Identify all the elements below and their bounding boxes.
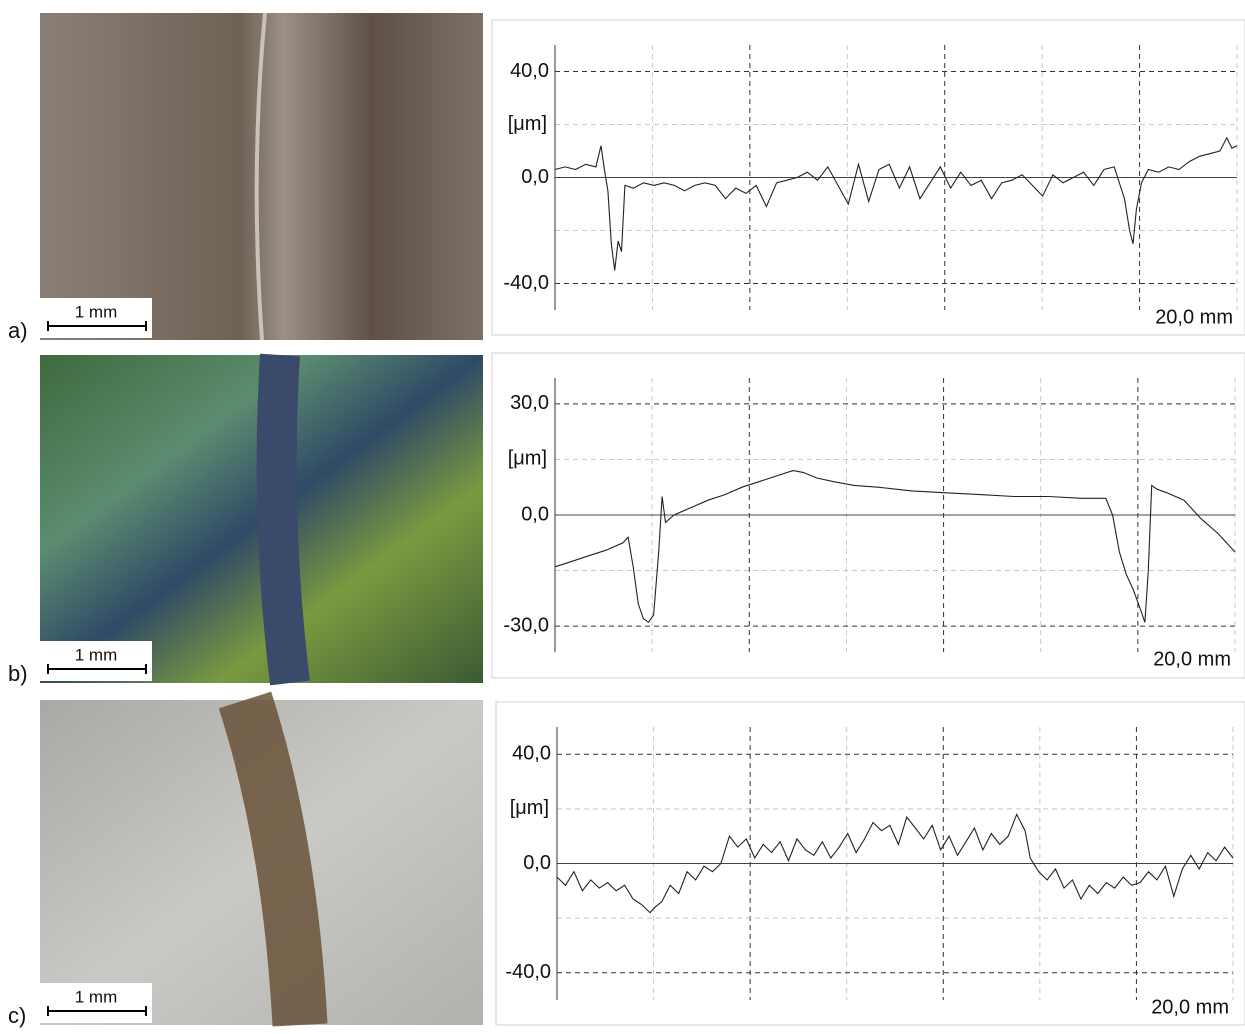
figure: a) 1 mm b) 1 mm c) 1 mm 40,0 0,0 -40,0 [μm] 20,0 m… xyxy=(0,0,1245,1029)
x-axis-label: 20,0 mm xyxy=(1155,306,1233,328)
y-axis-label: [μm] xyxy=(508,448,547,470)
y-tick-label: 40,0 xyxy=(512,743,551,765)
y-axis-label: [μm] xyxy=(508,113,547,135)
y-tick-label: 40,0 xyxy=(510,60,549,82)
panel-label: a) xyxy=(8,318,28,343)
weld-seam xyxy=(277,355,290,683)
y-tick-label: 0,0 xyxy=(521,166,549,188)
scale-bar-label: 1 mm xyxy=(75,645,118,664)
y-axis-label: [μm] xyxy=(510,797,549,819)
y-tick-label: -40,0 xyxy=(505,961,551,983)
y-tick-label: 30,0 xyxy=(510,392,549,414)
y-tick-label: 0,0 xyxy=(521,503,549,525)
panel-label: c) xyxy=(8,1003,26,1028)
y-tick-label: -30,0 xyxy=(503,614,549,636)
panel-label: b) xyxy=(8,661,28,686)
scale-bar-label: 1 mm xyxy=(75,302,118,321)
x-axis-label: 20,0 mm xyxy=(1153,648,1231,670)
y-tick-label: 0,0 xyxy=(523,852,551,874)
x-axis-label: 20,0 mm xyxy=(1151,996,1229,1018)
y-tick-label: -40,0 xyxy=(503,272,549,294)
scale-bar-label: 1 mm xyxy=(75,987,118,1006)
